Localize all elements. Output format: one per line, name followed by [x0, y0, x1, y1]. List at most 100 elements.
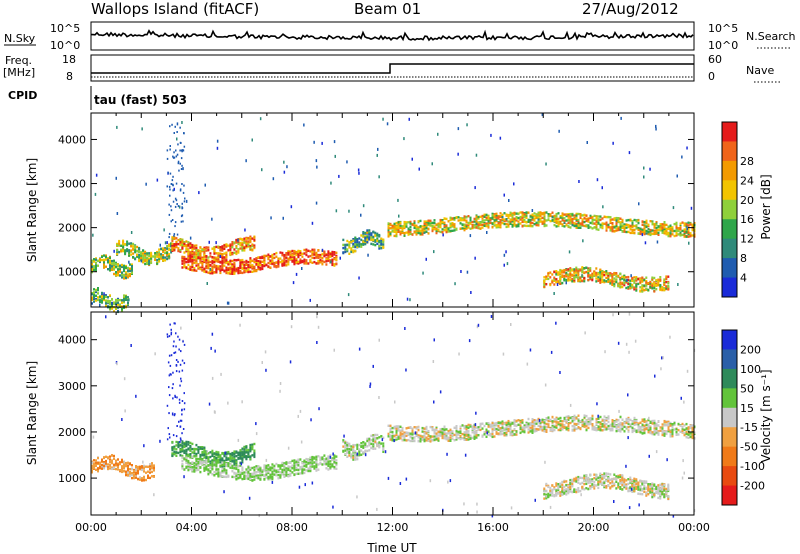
- heatmap-cell: [111, 262, 113, 265]
- heatmap-cell: [140, 257, 143, 260]
- heatmap-cell: [495, 218, 498, 221]
- heatmap-cell: [245, 445, 248, 449]
- heatmap-cell: [639, 230, 642, 233]
- heatmap-cell: [109, 467, 111, 470]
- heatmap-cell: [521, 218, 524, 221]
- heatmap-cell: [277, 262, 280, 266]
- heatmap-cell: [667, 225, 670, 228]
- heatmap-cell: [283, 257, 286, 261]
- heatmap-cell: [346, 455, 349, 458]
- heatmap-cell: [207, 469, 210, 472]
- heatmap-cell: [621, 224, 624, 227]
- heatmap-cell: [195, 454, 198, 457]
- heatmap-cell: [563, 221, 566, 224]
- colorbar-tick-label: 12: [740, 233, 754, 246]
- heatmap-cell: [317, 255, 320, 258]
- heatmap-cell: [221, 254, 224, 257]
- heatmap-cell: [247, 448, 250, 452]
- heatmap-cell: [659, 223, 662, 226]
- heatmap-cell: [537, 218, 540, 221]
- heatmap-cell: [329, 460, 332, 463]
- heatmap-cell: [451, 229, 454, 232]
- heatmap-cell: [261, 264, 264, 267]
- heatmap-cell: [613, 218, 616, 221]
- heatmap-cell: [197, 468, 200, 471]
- heatmap-cell: [635, 224, 638, 227]
- heatmap-cell: [127, 469, 129, 473]
- heatmap-cell: [689, 223, 692, 226]
- heatmap-cell: [505, 222, 508, 226]
- heatmap-cell: [579, 268, 582, 271]
- heatmap-cell: [93, 466, 95, 470]
- heatmap-cell: [177, 445, 180, 449]
- heatmap-cell: [183, 258, 186, 261]
- heatmap-cell: [487, 222, 490, 225]
- heatmap-cell: [567, 225, 570, 228]
- heatmap-cell: [168, 255, 171, 258]
- heatmap-cell: [301, 255, 304, 258]
- heatmap-cell: [673, 222, 676, 226]
- heatmap-cell: [175, 440, 178, 444]
- heatmap-cell: [330, 181, 332, 185]
- heatmap-cell: [571, 223, 574, 227]
- heatmap-cell: [181, 207, 184, 209]
- heatmap-cell: [277, 477, 280, 480]
- heatmap-cell: [669, 224, 672, 227]
- heatmap-cell: [511, 218, 514, 222]
- heatmap-cell: [177, 249, 180, 252]
- heatmap-cell: [241, 249, 244, 252]
- heatmap-cell: [134, 249, 137, 252]
- heatmap-cell: [143, 479, 145, 482]
- heatmap-cell: [333, 465, 336, 469]
- heatmap-cell: [295, 258, 298, 261]
- heatmap-cell: [481, 223, 484, 226]
- heatmap-cell: [641, 228, 644, 232]
- heatmap-cell: [403, 225, 406, 228]
- heatmap-cell: [313, 461, 316, 464]
- heatmap-cell: [393, 230, 396, 233]
- heatmap-cell: [245, 269, 248, 273]
- heatmap-cell: [122, 242, 125, 245]
- heatmap-cell: [243, 270, 246, 273]
- heatmap-cell: [599, 277, 602, 280]
- heatmap-cell: [243, 268, 246, 272]
- heatmap-cell: [181, 239, 184, 242]
- heatmap-cell: [541, 212, 544, 215]
- heatmap-cell: [651, 284, 654, 287]
- heatmap-cell: [203, 248, 206, 251]
- heatmap-cell: [463, 227, 466, 230]
- heatmap-cell: [235, 252, 238, 256]
- heatmap-cell: [189, 244, 192, 248]
- heatmap-cell: [171, 242, 174, 245]
- heatmap-cell: [346, 239, 349, 243]
- heatmap-cell: [215, 458, 218, 462]
- heatmap-cell: [397, 221, 400, 224]
- heatmap-cell: [405, 221, 408, 224]
- heatmap-cell: [437, 132, 439, 136]
- heatmap-cell: [181, 241, 184, 244]
- heatmap-cell: [91, 471, 93, 474]
- heatmap-cell: [661, 286, 664, 290]
- heatmap-cell: [203, 246, 206, 249]
- heatmap-cell: [181, 465, 184, 469]
- heatmap-cell: [223, 475, 226, 478]
- heatmap-cell: [231, 454, 234, 457]
- heatmap-cell: [378, 175, 380, 179]
- heatmap-cell: [255, 269, 258, 273]
- heatmap-cell: [235, 259, 238, 262]
- heatmap-cell: [245, 267, 248, 270]
- heatmap-cell: [247, 264, 250, 267]
- heatmap-cell: [591, 276, 594, 279]
- heatmap-cell: [609, 221, 612, 224]
- heatmap-cell: [617, 217, 620, 220]
- heatmap-cell: [422, 271, 424, 275]
- heatmap-cell: [354, 239, 357, 242]
- heatmap-cell: [391, 224, 394, 228]
- heatmap-cell: [261, 256, 264, 260]
- heatmap-cell: [578, 180, 580, 183]
- heatmap-cell: [187, 249, 190, 252]
- heatmap-cell: [205, 468, 208, 471]
- heatmap-cell: [123, 266, 125, 269]
- heatmap-cell: [243, 451, 246, 454]
- heatmap-cell: [143, 475, 145, 479]
